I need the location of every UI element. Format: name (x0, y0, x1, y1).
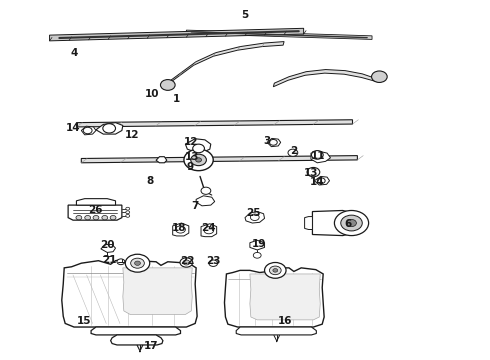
Polygon shape (76, 199, 116, 205)
Polygon shape (123, 268, 192, 315)
Polygon shape (185, 139, 211, 152)
Text: 4: 4 (70, 48, 78, 58)
Text: 16: 16 (278, 316, 293, 325)
Circle shape (318, 178, 325, 184)
Circle shape (135, 261, 141, 265)
Circle shape (204, 226, 214, 234)
Polygon shape (68, 205, 122, 220)
Circle shape (125, 254, 150, 272)
Text: 22: 22 (180, 256, 195, 266)
Polygon shape (273, 69, 377, 87)
Text: 6: 6 (344, 219, 351, 229)
Circle shape (180, 258, 193, 267)
Polygon shape (305, 217, 313, 229)
Circle shape (307, 167, 320, 177)
Circle shape (85, 216, 91, 220)
Text: 26: 26 (88, 206, 102, 216)
Circle shape (102, 216, 108, 220)
Circle shape (126, 215, 130, 217)
Circle shape (273, 269, 278, 272)
Polygon shape (250, 240, 265, 250)
Text: 18: 18 (172, 224, 186, 233)
Text: 19: 19 (251, 239, 266, 249)
Circle shape (193, 144, 204, 153)
Polygon shape (201, 224, 217, 237)
Circle shape (346, 220, 356, 226)
Circle shape (270, 139, 277, 145)
Polygon shape (96, 123, 123, 134)
Polygon shape (111, 335, 163, 345)
Polygon shape (245, 212, 265, 223)
Circle shape (288, 149, 298, 156)
Text: 20: 20 (100, 240, 115, 250)
Polygon shape (236, 327, 317, 335)
Circle shape (175, 226, 185, 233)
Circle shape (117, 259, 125, 265)
Text: 12: 12 (184, 138, 198, 147)
Text: 14: 14 (310, 177, 325, 187)
Polygon shape (156, 157, 167, 163)
Polygon shape (49, 28, 304, 41)
Polygon shape (311, 151, 331, 163)
Circle shape (265, 262, 286, 278)
Text: 15: 15 (76, 316, 91, 325)
Circle shape (196, 158, 201, 162)
Polygon shape (101, 244, 116, 252)
Text: 10: 10 (145, 89, 159, 99)
Circle shape (250, 214, 259, 221)
Circle shape (341, 215, 362, 231)
Circle shape (209, 260, 218, 266)
Circle shape (126, 211, 130, 214)
Circle shape (270, 266, 281, 275)
Polygon shape (164, 41, 284, 87)
Text: 2: 2 (290, 146, 297, 156)
Polygon shape (315, 176, 330, 185)
Circle shape (103, 124, 116, 133)
Text: 11: 11 (311, 150, 325, 161)
Text: 12: 12 (124, 130, 139, 140)
Circle shape (110, 216, 116, 220)
Polygon shape (76, 120, 352, 127)
Text: 21: 21 (102, 255, 117, 265)
Text: 3: 3 (263, 136, 270, 145)
Text: 9: 9 (187, 162, 194, 172)
Text: 13: 13 (185, 152, 199, 162)
Text: 14: 14 (66, 123, 80, 133)
Text: 8: 8 (146, 176, 153, 186)
Polygon shape (196, 196, 215, 206)
Text: 17: 17 (144, 341, 158, 351)
Text: 7: 7 (192, 201, 199, 211)
Text: 5: 5 (242, 10, 248, 20)
Polygon shape (91, 327, 180, 335)
Polygon shape (224, 268, 324, 327)
Polygon shape (62, 260, 197, 327)
Circle shape (371, 71, 387, 82)
Circle shape (93, 216, 99, 220)
Polygon shape (250, 274, 320, 320)
Circle shape (131, 258, 145, 268)
Text: 13: 13 (304, 168, 318, 178)
Text: 24: 24 (201, 224, 216, 233)
Polygon shape (81, 126, 96, 135)
Circle shape (253, 252, 261, 258)
Polygon shape (81, 156, 357, 163)
Circle shape (183, 260, 190, 265)
Circle shape (191, 154, 206, 166)
Polygon shape (186, 30, 372, 40)
Polygon shape (172, 223, 189, 236)
Polygon shape (267, 138, 281, 147)
Circle shape (201, 187, 211, 194)
Circle shape (76, 216, 82, 220)
Circle shape (334, 211, 368, 235)
Text: 1: 1 (173, 94, 180, 104)
Polygon shape (313, 211, 352, 235)
Circle shape (312, 150, 323, 159)
Circle shape (184, 149, 213, 171)
Circle shape (160, 80, 175, 90)
Circle shape (126, 207, 130, 210)
Circle shape (83, 127, 92, 134)
Text: 25: 25 (246, 208, 261, 218)
Text: 23: 23 (206, 256, 220, 266)
